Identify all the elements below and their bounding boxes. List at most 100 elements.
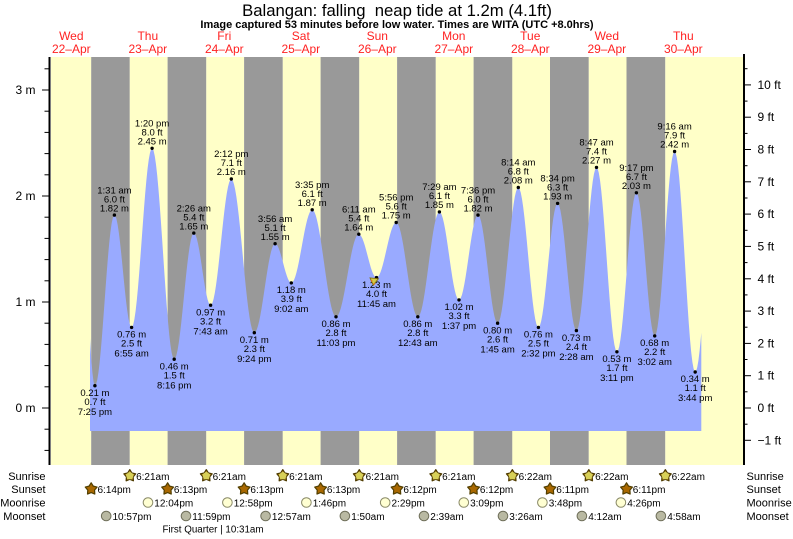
svg-text:3.3 ft: 3.3 ft	[448, 311, 469, 322]
svg-text:6:13pm: 6:13pm	[174, 485, 207, 496]
svg-text:5:56 pm: 5:56 pm	[379, 193, 413, 204]
svg-text:1:46pm: 1:46pm	[313, 499, 346, 510]
svg-text:11:59pm: 11:59pm	[192, 512, 230, 523]
svg-text:3.2 ft: 3.2 ft	[200, 316, 221, 327]
svg-text:0.21 m: 0.21 m	[80, 388, 109, 399]
svg-text:0 ft: 0 ft	[758, 401, 775, 415]
svg-text:6.0 ft: 6.0 ft	[467, 194, 488, 205]
svg-text:5.4 ft: 5.4 ft	[348, 213, 369, 224]
svg-text:6.7 ft: 6.7 ft	[626, 172, 647, 183]
svg-text:25–Apr: 25–Apr	[281, 42, 320, 56]
svg-text:2.08 m: 2.08 m	[504, 176, 533, 187]
svg-text:2:32 pm: 2:32 pm	[521, 349, 555, 360]
svg-text:8:34 pm: 8:34 pm	[540, 174, 574, 185]
svg-text:0.53 m: 0.53 m	[602, 354, 631, 365]
svg-text:12:57am: 12:57am	[272, 512, 311, 523]
svg-text:27–Apr: 27–Apr	[434, 42, 473, 56]
svg-text:Thu: Thu	[673, 29, 694, 43]
svg-text:6:12pm: 6:12pm	[403, 485, 436, 496]
svg-text:Sat: Sat	[292, 29, 311, 43]
svg-text:9 ft: 9 ft	[758, 110, 775, 124]
svg-text:2.4 ft: 2.4 ft	[566, 342, 587, 353]
svg-text:Tue: Tue	[520, 29, 541, 43]
svg-text:12:04pm: 12:04pm	[154, 499, 193, 510]
svg-text:0.86 m: 0.86 m	[321, 319, 350, 330]
svg-text:1.93 m: 1.93 m	[543, 192, 572, 203]
svg-text:10:57pm: 10:57pm	[113, 512, 152, 523]
svg-text:2.03 m: 2.03 m	[622, 181, 651, 192]
svg-text:First Quarter | 10:31am: First Quarter | 10:31am	[162, 525, 263, 536]
svg-text:28–Apr: 28–Apr	[511, 42, 550, 56]
svg-text:4.0 ft: 4.0 ft	[366, 289, 387, 300]
svg-text:1 m: 1 m	[15, 295, 35, 309]
svg-text:6.8 ft: 6.8 ft	[508, 167, 529, 178]
svg-text:1.18 m: 1.18 m	[277, 285, 306, 296]
svg-text:6:22am: 6:22am	[672, 472, 705, 483]
svg-text:9:24 pm: 9:24 pm	[237, 354, 271, 365]
svg-text:Image captured 53 minutes befo: Image captured 53 minutes before low wat…	[200, 19, 593, 31]
svg-text:0 m: 0 m	[15, 401, 35, 415]
svg-text:5.6 ft: 5.6 ft	[386, 202, 407, 213]
svg-text:12:58pm: 12:58pm	[234, 499, 273, 510]
svg-text:0.73 m: 0.73 m	[562, 333, 591, 344]
svg-text:6:21am: 6:21am	[366, 472, 399, 483]
svg-text:Moonrise: Moonrise	[747, 498, 792, 510]
svg-text:Balangan: falling neap tide a: Balangan: falling neap tide at 1.2m (4.1…	[242, 1, 552, 20]
svg-text:7.4 ft: 7.4 ft	[586, 147, 607, 158]
svg-text:4:12am: 4:12am	[588, 512, 621, 523]
svg-text:Sun: Sun	[367, 29, 388, 43]
svg-text:2.42 m: 2.42 m	[660, 140, 689, 151]
svg-text:6:21am: 6:21am	[442, 472, 475, 483]
svg-text:24–Apr: 24–Apr	[205, 42, 244, 56]
svg-text:6.3 ft: 6.3 ft	[547, 183, 568, 194]
svg-text:3:56 am: 3:56 am	[258, 214, 292, 225]
svg-text:1.82 m: 1.82 m	[100, 203, 129, 214]
svg-text:1:37 pm: 1:37 pm	[442, 321, 476, 332]
svg-text:0.7 ft: 0.7 ft	[84, 397, 105, 408]
svg-text:1.87 m: 1.87 m	[298, 198, 327, 209]
svg-text:6:21am: 6:21am	[136, 472, 169, 483]
svg-text:8.0 ft: 8.0 ft	[142, 128, 163, 139]
svg-text:6:22am: 6:22am	[595, 472, 628, 483]
svg-text:Mon: Mon	[442, 29, 465, 43]
svg-text:8:14 am: 8:14 am	[501, 158, 535, 169]
svg-text:1.1 ft: 1.1 ft	[685, 383, 706, 394]
svg-text:3:35 pm: 3:35 pm	[295, 180, 329, 191]
svg-text:1.82 m: 1.82 m	[463, 203, 492, 214]
svg-text:0.76 m: 0.76 m	[524, 330, 553, 341]
svg-text:Sunset: Sunset	[747, 484, 781, 496]
svg-text:9:17 pm: 9:17 pm	[619, 163, 653, 174]
svg-text:2.5 ft: 2.5 ft	[121, 339, 142, 350]
svg-text:0.80 m: 0.80 m	[483, 325, 512, 336]
svg-text:1.85 m: 1.85 m	[425, 200, 454, 211]
svg-text:1.7 ft: 1.7 ft	[606, 363, 627, 374]
svg-text:7:25 pm: 7:25 pm	[78, 407, 112, 418]
svg-text:7 ft: 7 ft	[758, 175, 775, 189]
svg-text:9:16 am: 9:16 am	[657, 122, 691, 133]
svg-text:2:26 am: 2:26 am	[177, 203, 211, 214]
svg-text:11:45 am: 11:45 am	[357, 299, 396, 310]
svg-text:6 ft: 6 ft	[758, 207, 775, 221]
svg-text:0.76 m: 0.76 m	[117, 330, 146, 341]
svg-text:Moonset: Moonset	[747, 511, 789, 523]
svg-text:3:26am: 3:26am	[509, 512, 542, 523]
svg-text:6:13pm: 6:13pm	[327, 485, 360, 496]
svg-text:2:12 pm: 2:12 pm	[214, 149, 248, 160]
svg-text:3:44 pm: 3:44 pm	[678, 393, 712, 404]
svg-text:1.23 m: 1.23 m	[362, 280, 391, 291]
svg-text:1 ft: 1 ft	[758, 369, 775, 383]
svg-text:7:43 am: 7:43 am	[193, 326, 227, 337]
svg-text:2 ft: 2 ft	[758, 336, 775, 350]
svg-text:7.1 ft: 7.1 ft	[221, 158, 242, 169]
svg-text:7:29 am: 7:29 am	[422, 182, 456, 193]
svg-text:1:20 pm: 1:20 pm	[135, 119, 169, 130]
svg-text:6:12pm: 6:12pm	[480, 485, 513, 496]
svg-text:3:02 am: 3:02 am	[638, 357, 672, 368]
svg-text:Fri: Fri	[217, 29, 231, 43]
svg-text:0.86 m: 0.86 m	[403, 319, 432, 330]
svg-text:2.2 ft: 2.2 ft	[644, 347, 665, 358]
svg-text:7.9 ft: 7.9 ft	[664, 131, 685, 142]
svg-text:6.0 ft: 6.0 ft	[104, 194, 125, 205]
svg-text:6.1 ft: 6.1 ft	[429, 191, 450, 202]
svg-text:3:11 pm: 3:11 pm	[600, 373, 634, 384]
